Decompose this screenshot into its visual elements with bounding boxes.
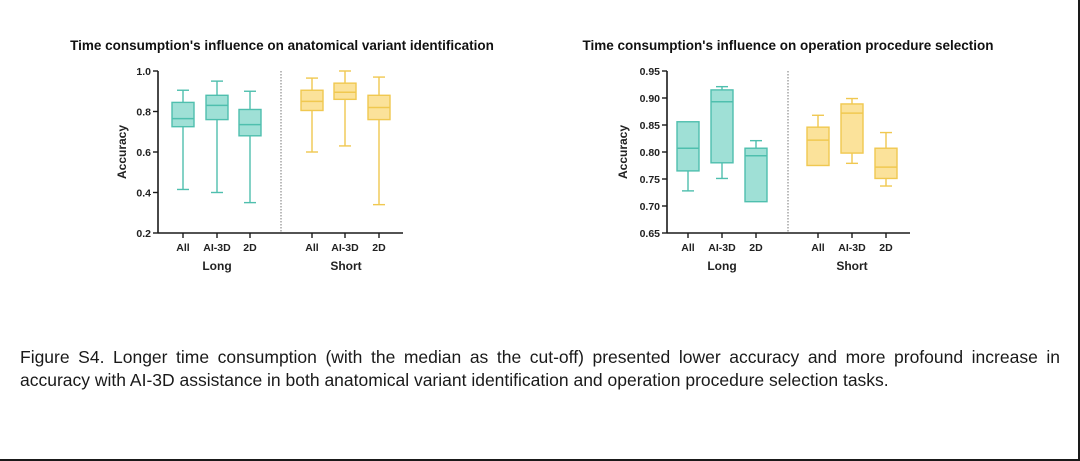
box-long-all: All — [676, 121, 700, 254]
x-tick-label: All — [305, 242, 319, 254]
x-tick-label: All — [176, 242, 190, 254]
x-tick-label: 2D — [243, 242, 257, 254]
y-tick-label: 0.85 — [640, 120, 661, 132]
box-iqr — [171, 101, 195, 128]
y-tick-label: 0.8 — [136, 106, 151, 118]
y-tick-label: 0.70 — [640, 201, 661, 213]
figure-caption: Figure S4. Longer time consumption (with… — [20, 347, 1060, 390]
box-long-ai-3d: AI-3D — [203, 80, 231, 254]
x-tick-label: All — [681, 242, 695, 254]
x-tick-label: 2D — [372, 242, 386, 254]
chart-title: Time consumption's influence on anatomic… — [70, 38, 494, 53]
box-long-ai-3d: AI-3D — [708, 85, 736, 254]
y-tick-label: 0.6 — [136, 147, 151, 159]
box-iqr — [238, 108, 262, 137]
box-short-ai-3d: AI-3D — [838, 97, 866, 254]
x-tick-label: 2D — [879, 242, 893, 254]
box-iqr — [205, 94, 229, 121]
box-short-all: All — [300, 77, 324, 254]
chart-2: Time consumption's influence on operatio… — [582, 38, 993, 273]
box-iqr — [874, 147, 898, 180]
box-long-2d: 2D — [744, 139, 768, 254]
box-short-2d: 2D — [874, 131, 898, 254]
box-iqr — [744, 147, 768, 203]
x-tick-label: AI-3D — [838, 242, 866, 254]
y-axis-label: Accuracy — [616, 125, 630, 179]
x-tick-label: All — [811, 242, 825, 254]
charts-canvas: Time consumption's influence on anatomic… — [70, 38, 993, 273]
box-short-all: All — [806, 114, 830, 254]
y-tick-label: 1.0 — [136, 66, 151, 78]
x-tick-label: AI-3D — [331, 242, 359, 254]
y-tick-label: 0.90 — [640, 93, 661, 105]
box-iqr — [676, 121, 700, 172]
box-short-2d: 2D — [367, 76, 391, 254]
box-long-2d: 2D — [238, 90, 262, 254]
box-iqr — [333, 82, 357, 101]
y-tick-label: 0.4 — [136, 187, 151, 199]
y-axis-label: Accuracy — [115, 125, 129, 179]
box-short-ai-3d: AI-3D — [331, 70, 359, 254]
y-tick-label: 0.75 — [640, 174, 661, 186]
box-iqr — [710, 89, 734, 164]
y-tick-label: 0.65 — [640, 228, 661, 240]
group-label-short: Short — [330, 259, 361, 273]
y-tick-label: 0.80 — [640, 147, 661, 159]
chart-1: Time consumption's influence on anatomic… — [70, 38, 494, 273]
x-tick-label: AI-3D — [203, 242, 231, 254]
y-tick-label: 0.95 — [640, 66, 661, 78]
group-label-long: Long — [707, 259, 736, 273]
x-tick-label: AI-3D — [708, 242, 736, 254]
chart-title: Time consumption's influence on operatio… — [582, 38, 993, 53]
y-tick-label: 0.2 — [136, 228, 151, 240]
group-label-short: Short — [836, 259, 867, 273]
box-iqr — [840, 103, 864, 154]
x-tick-label: 2D — [749, 242, 763, 254]
box-iqr — [806, 126, 830, 167]
group-label-long: Long — [202, 259, 231, 273]
box-long-all: All — [171, 89, 195, 254]
box-iqr — [300, 89, 324, 112]
